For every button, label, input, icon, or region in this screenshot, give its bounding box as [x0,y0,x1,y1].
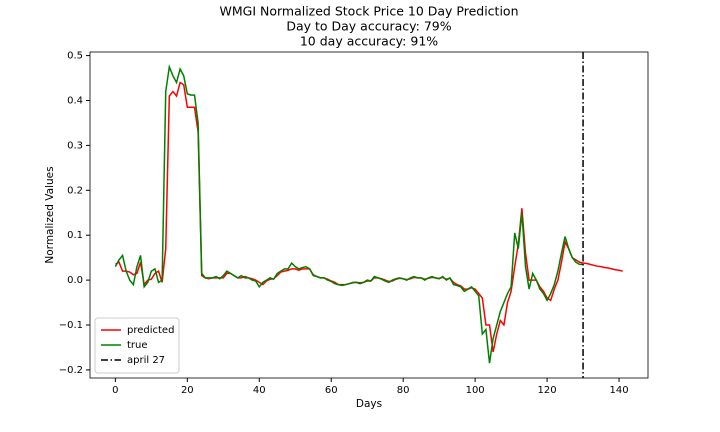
y-tick-label: 0.2 [67,185,83,196]
chart-subtitle: 10 day accuracy: 91% [300,34,438,49]
x-tick-label: 0 [112,385,118,396]
x-tick-label: 100 [466,385,485,396]
x-tick-label: 40 [253,385,266,396]
plot-frame [89,51,649,379]
chart-subtitle: Day to Day accuracy: 79% [286,19,451,34]
y-tick-label: 0.1 [67,230,83,241]
legend-label: predicted [127,325,174,336]
y-axis-label: Normalized Values [44,166,56,263]
y-tick-label: −0.1 [59,320,83,331]
y-tick-label: 0.3 [67,140,83,151]
x-tick-label: 20 [181,385,194,396]
x-tick-label: 60 [325,385,338,396]
y-tick-label: 0.0 [67,275,83,286]
legend-label: april 27 [127,355,165,366]
x-tick-label: 140 [609,385,628,396]
x-tick-label: 120 [538,385,557,396]
series-line [114,63,584,364]
chart-title: WMGI Normalized Stock Price 10 Day Predi… [219,4,518,19]
y-tick-label: −0.2 [59,365,83,376]
x-tick-label: 80 [397,385,410,396]
y-tick-label: 0.4 [67,95,83,106]
y-tick-label: 0.5 [67,51,83,62]
legend-label: true [127,340,148,351]
x-axis-label: Days [356,398,382,410]
